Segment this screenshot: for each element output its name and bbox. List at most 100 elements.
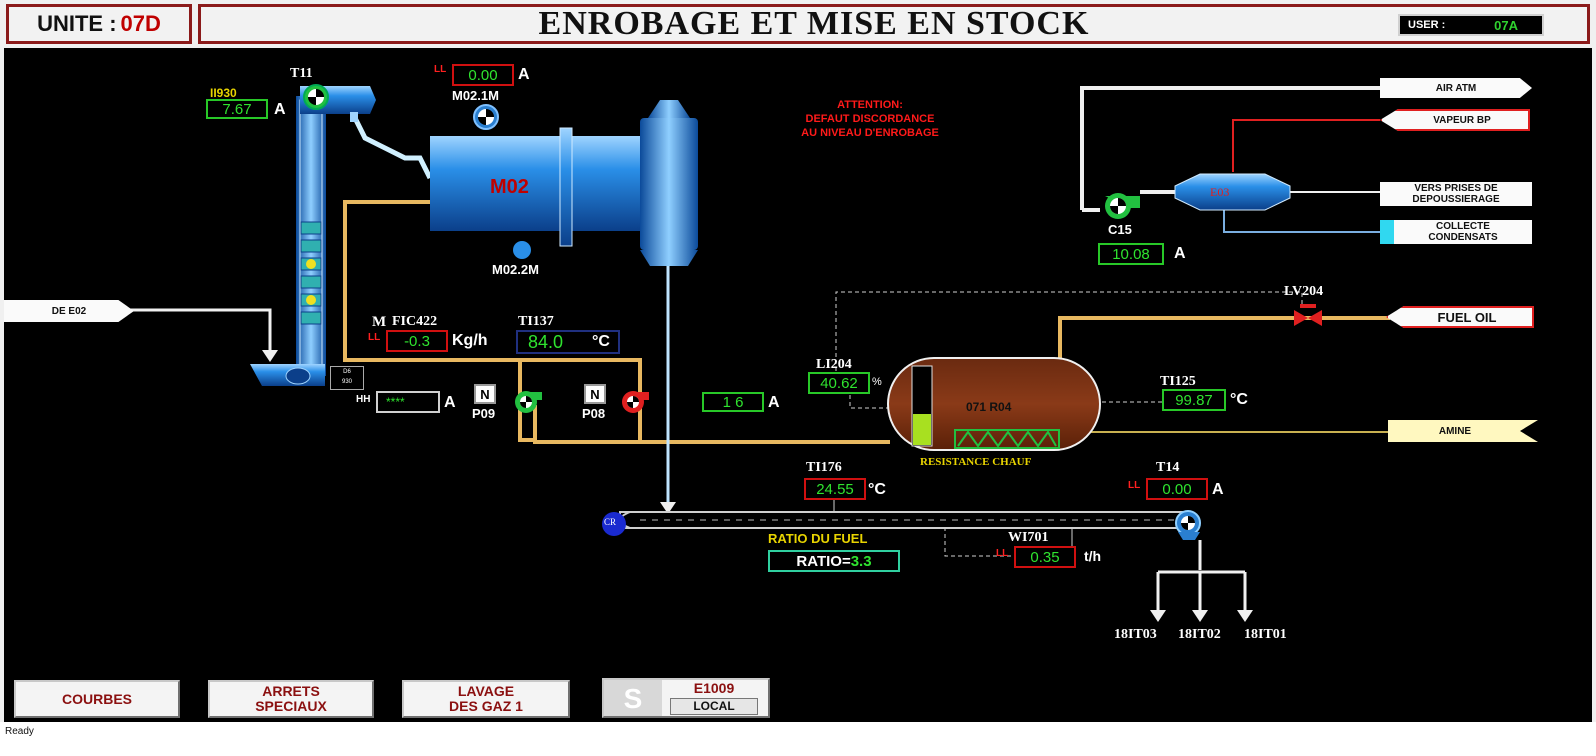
flag-fuel-oil-label: FUEL OIL — [1437, 309, 1497, 325]
lavage-gaz-button[interactable]: LAVAGE DES GAZ 1 — [402, 680, 570, 718]
air-pipes — [352, 86, 1380, 233]
rotary-drum-m02 — [430, 100, 698, 266]
page-title-bar: ENROBAGE ET MISE EN STOCK — [198, 4, 1590, 44]
tag-hh: HH — [356, 394, 371, 405]
ti125-unit: °C — [1230, 391, 1248, 408]
flag-amine-label: AMINE — [1438, 425, 1472, 437]
flag-collecte-condensats[interactable]: COLLECTE CONDENSATS — [1380, 220, 1532, 244]
flag-de-e02[interactable]: DE E02 — [4, 300, 134, 322]
tag-c15: C15 — [1108, 222, 1132, 237]
tag-t11: T11 — [290, 66, 313, 81]
t14-alarm-mark: LL — [1128, 480, 1141, 491]
flag-collecte-line-2: CONDENSATS — [1428, 232, 1498, 243]
m021m-unit: A — [518, 66, 530, 83]
arrets-speciaux-button[interactable]: ARRETS SPECIAUX — [208, 680, 374, 718]
t14-unit: A — [1212, 481, 1224, 498]
lavage-button-line-2: DES GAZ 1 — [449, 698, 523, 714]
exchanger-e03 — [1174, 173, 1291, 211]
ti137-unit: °C — [592, 333, 610, 350]
li204-unit: % — [872, 376, 882, 388]
flag-fuel-oil[interactable]: FUEL OIL — [1386, 306, 1534, 328]
tag-lv204: LV204 — [1284, 284, 1324, 299]
courbes-button[interactable]: COURBES — [14, 680, 180, 718]
t14-value[interactable]: 0.00 — [1146, 478, 1208, 500]
courbes-button-label: COURBES — [61, 690, 132, 707]
fan-c15-icon — [1105, 193, 1140, 219]
tank-r04 — [887, 357, 1101, 451]
flag-vers-prises[interactable]: VERS PRISES DE DEPOUSSIERAGE — [1380, 182, 1532, 206]
flag-air-atm[interactable]: AIR ATM — [1380, 78, 1532, 98]
ti176-value[interactable]: 24.55 — [804, 478, 866, 500]
c15-unit: A — [1174, 245, 1186, 262]
mid-current-unit: A — [768, 394, 780, 411]
tag-18it03: 18IT03 — [1114, 627, 1157, 642]
flag-amine[interactable]: AMINE — [1388, 420, 1538, 442]
alarm-line-2: DEFAUT DISCORDANCE — [805, 113, 935, 125]
cr-motor-icon — [602, 512, 626, 536]
tag-18it01: 18IT01 — [1244, 627, 1287, 642]
flag-de-e02-label: DE E02 — [51, 305, 87, 317]
ii930-unit: A — [274, 101, 286, 118]
motor-m022m-icon — [513, 241, 531, 259]
tag-ti125: TI125 — [1160, 374, 1196, 389]
pump-p09-icon — [515, 391, 542, 413]
ti176-unit: °C — [868, 481, 886, 498]
fic422-value[interactable]: -0.3 — [386, 330, 448, 352]
arrets-button-line-1: ARRETS — [262, 683, 320, 699]
tag-cr: CR — [604, 517, 617, 527]
split-arrows-icon — [1150, 610, 1253, 622]
tag-resistance: RESISTANCE CHAUF — [920, 456, 1032, 468]
alarm-line-3: AU NIVEAU D'ENROBAGE — [801, 127, 939, 139]
tag-m021m: M02.1M — [452, 88, 499, 103]
tag-m022m: M02.2M — [492, 262, 539, 277]
e1009-info: E1009 LOCAL — [670, 681, 758, 715]
tag-e03: E03 — [1210, 185, 1230, 199]
fic422-unit: Kg/h — [452, 332, 488, 349]
ratio-value: 3.3 — [850, 552, 872, 570]
elev-foot-tag-1: D6 — [343, 369, 351, 375]
flag-collecte-line-1: COLLECTE — [1436, 221, 1490, 232]
tag-p09: P09 — [472, 406, 496, 421]
hh-value[interactable]: **** — [376, 391, 440, 413]
tag-t14: T14 — [1156, 460, 1180, 475]
c15-value[interactable]: 10.08 — [1098, 243, 1164, 265]
unit-label: UNITE : — [37, 11, 117, 36]
motor-t11-icon — [303, 84, 329, 110]
tag-p08: P08 — [582, 406, 606, 421]
flag-vers-prises-line-2: DEPOUSSIERAGE — [1412, 194, 1500, 205]
tag-li204: LI204 — [816, 357, 852, 372]
alarm-line-1: ATTENTION: — [837, 99, 903, 111]
ti137-value[interactable]: 84.0 — [516, 330, 620, 354]
hh-unit: A — [444, 394, 456, 411]
ii930-value[interactable]: 7.67 — [206, 99, 268, 119]
ratio-display[interactable]: RATIO= 3.3 — [768, 550, 900, 572]
tag-18it02: 18IT02 — [1178, 627, 1221, 642]
ti125-value[interactable]: 99.87 — [1162, 389, 1226, 411]
lavage-button-line-1: LAVAGE — [457, 683, 515, 699]
flag-vers-prises-line-1: VERS PRISES DE — [1414, 183, 1498, 194]
wi701-alarm-mark: LL — [996, 548, 1009, 559]
m021m-value[interactable]: 0.00 — [452, 64, 514, 86]
user-label: USER : — [1408, 19, 1446, 31]
e1009-panel[interactable]: S E1009 LOCAL — [602, 678, 770, 718]
e1009-local-button[interactable]: LOCAL — [670, 698, 758, 715]
ratio-title: RATIO DU FUEL — [768, 531, 868, 546]
flag-vapeur-bp-label: VAPEUR BP — [1433, 114, 1491, 126]
discharge-arrow-icon — [660, 502, 676, 514]
pump-p08-icon — [622, 391, 649, 413]
unit-indicator: UNITE : 07D — [6, 4, 192, 44]
tag-fic422: FIC422 — [392, 314, 438, 329]
mid-current-value[interactable]: 1 6 — [702, 392, 764, 412]
tag-ti137: TI137 — [518, 314, 554, 329]
tag-fic422-m: M — [372, 314, 387, 330]
flag-vapeur-bp[interactable]: VAPEUR BP — [1380, 109, 1530, 131]
e1009-logo-icon: S — [604, 680, 662, 716]
li204-value[interactable]: 40.62 — [808, 372, 870, 394]
arrets-button-line-2: SPECIAUX — [255, 698, 327, 714]
motor-t14-icon — [1175, 510, 1201, 540]
p08-mode-button[interactable]: N — [584, 384, 606, 404]
wi701-value[interactable]: 0.35 — [1014, 546, 1076, 568]
p09-mode-button[interactable]: N — [474, 384, 496, 404]
